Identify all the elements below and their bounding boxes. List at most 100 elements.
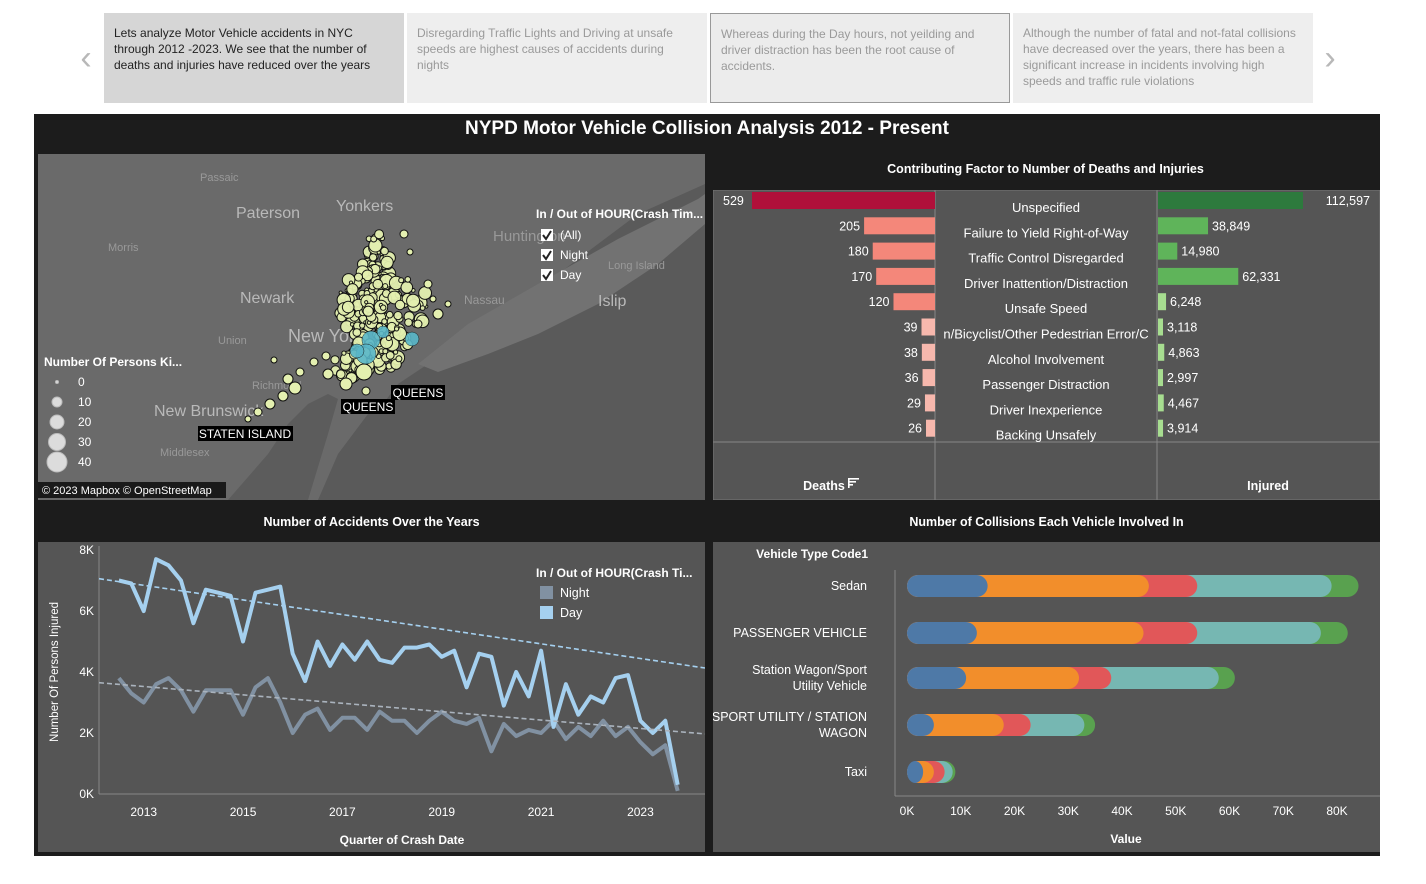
years-chart[interactable]: 0K 2K 4K 6K 8K 2013 2015 2017 2019 2021 2023 Quarte… (38, 542, 706, 852)
story-point-1[interactable]: Lets analyze Motor Vehicle accidents in … (104, 13, 404, 103)
accident-point[interactable] (340, 320, 354, 334)
vehicle-stack-segment[interactable] (907, 714, 934, 736)
deaths-bar[interactable] (926, 419, 935, 437)
accident-point[interactable] (399, 229, 409, 239)
accident-point[interactable] (264, 398, 276, 410)
injured-header[interactable]: Injured (1247, 479, 1289, 493)
accident-point[interactable] (336, 369, 346, 379)
accident-point[interactable] (330, 355, 340, 365)
day-trend-line[interactable] (98, 577, 706, 669)
accident-point[interactable] (382, 348, 389, 355)
deaths-bar[interactable] (924, 394, 935, 412)
accident-point[interactable] (404, 276, 412, 283)
accident-point[interactable] (380, 255, 394, 270)
accident-point[interactable] (321, 351, 331, 361)
accident-point[interactable] (370, 235, 378, 243)
story-point-3[interactable]: Whereas during the Day hours, not yeildi… (710, 13, 1010, 103)
accident-point[interactable] (413, 319, 423, 329)
accident-point[interactable] (277, 390, 289, 402)
accident-point[interactable] (339, 377, 353, 391)
accident-point[interactable] (394, 326, 400, 332)
map-filter-all[interactable]: (All) (541, 228, 581, 242)
day-series-line[interactable] (118, 557, 680, 786)
accident-point[interactable] (348, 368, 353, 373)
accident-point[interactable] (381, 318, 388, 325)
map-attribution[interactable]: © 2023 Mapbox © OpenStreetMap (42, 485, 212, 497)
accident-point[interactable] (282, 373, 294, 385)
accident-point[interactable] (244, 415, 252, 423)
accident-point-day[interactable] (349, 343, 365, 359)
accident-point[interactable] (419, 305, 426, 311)
years-legend-label[interactable]: Day (560, 606, 583, 620)
factors-chart[interactable]: 529 Unspecified 112,597 205 Failure to Yield… (712, 189, 1381, 501)
accident-point[interactable] (295, 367, 305, 377)
injured-bar[interactable] (1158, 217, 1209, 235)
accident-point[interactable] (400, 281, 414, 294)
accident-point[interactable] (380, 246, 389, 256)
accident-points-layer[interactable] (244, 229, 452, 423)
deaths-bar[interactable] (752, 192, 935, 209)
deaths-bar[interactable] (921, 343, 935, 361)
next-story-arrow-icon[interactable]: › (1324, 38, 1336, 77)
accident-point[interactable] (385, 335, 392, 342)
deaths-header[interactable]: Deaths (803, 479, 845, 493)
vehicle-stack-segment[interactable] (907, 667, 967, 689)
deaths-bar[interactable] (872, 242, 935, 260)
map-filter-day[interactable]: Day (541, 268, 581, 282)
accident-point[interactable] (346, 283, 359, 296)
accident-point[interactable] (418, 286, 433, 300)
accident-point[interactable] (368, 253, 378, 262)
story-point-4[interactable]: Although the number of fatal and not-fat… (1013, 13, 1313, 103)
accident-point-day[interactable] (404, 331, 420, 347)
accident-point[interactable] (393, 311, 403, 321)
deaths-bar[interactable] (876, 267, 935, 285)
deaths-bar[interactable] (922, 369, 935, 387)
accident-point[interactable] (444, 300, 452, 308)
accident-point[interactable] (406, 293, 421, 308)
years-legend-swatch[interactable] (540, 606, 553, 619)
injured-bar[interactable] (1158, 192, 1303, 209)
vehicle-stack-segment[interactable] (907, 761, 924, 783)
accident-point[interactable] (355, 363, 373, 381)
accident-point[interactable] (395, 355, 403, 363)
accident-point[interactable] (432, 308, 444, 320)
injured-bar[interactable] (1158, 419, 1164, 437)
accident-point[interactable] (309, 357, 319, 367)
accident-point[interactable] (364, 300, 369, 305)
previous-story-arrow-icon[interactable]: ‹ (80, 38, 92, 77)
accident-point[interactable] (374, 229, 385, 240)
years-legend-label[interactable]: Night (560, 586, 590, 600)
accident-point[interactable] (394, 299, 406, 311)
accident-point[interactable] (361, 386, 371, 396)
vehicle-stack-segment[interactable] (907, 575, 988, 597)
accident-point[interactable] (322, 368, 334, 380)
deaths-bar[interactable] (921, 318, 935, 336)
accident-point[interactable] (270, 356, 278, 364)
deaths-bar[interactable] (864, 217, 935, 235)
night-trend-line[interactable] (98, 681, 706, 735)
injured-bar[interactable] (1158, 318, 1163, 336)
accident-point[interactable] (385, 351, 395, 360)
years-legend-swatch[interactable] (540, 586, 553, 599)
accident-point[interactable] (288, 381, 302, 395)
injured-bar[interactable] (1158, 242, 1178, 260)
accident-point[interactable] (393, 349, 399, 355)
accident-point[interactable] (372, 278, 384, 290)
accident-point[interactable] (341, 350, 347, 356)
accident-point-day[interactable] (376, 325, 390, 339)
accident-point[interactable] (380, 304, 387, 311)
sort-descending-icon[interactable] (848, 478, 859, 488)
map-filter-night[interactable]: Night (541, 248, 589, 262)
vehicle-stack-segment[interactable] (907, 622, 977, 644)
accident-point[interactable] (362, 305, 374, 317)
deaths-bar[interactable] (893, 293, 935, 311)
accident-point[interactable] (352, 328, 362, 337)
story-point-2[interactable]: Disregarding Traffic Lights and Driving … (407, 13, 707, 103)
accident-point[interactable] (382, 283, 389, 290)
map-canvas[interactable]: Passaic Paterson Yonkers Morris Huntingt… (38, 154, 705, 500)
map-panel[interactable]: Passaic Paterson Yonkers Morris Huntingt… (38, 154, 705, 500)
injured-bar[interactable] (1158, 267, 1239, 285)
accident-point[interactable] (406, 248, 414, 256)
injured-bar[interactable] (1158, 343, 1165, 361)
injured-bar[interactable] (1158, 293, 1167, 311)
